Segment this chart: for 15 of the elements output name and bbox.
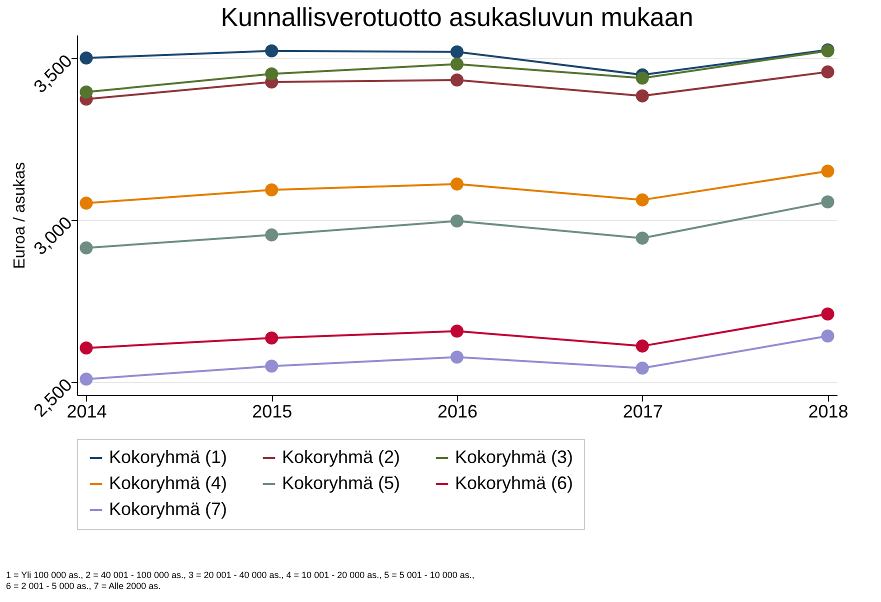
x-tick-label: 2018 [808,402,848,422]
legend-label: Kokoryhmä (6) [455,473,574,493]
text: 6 = 2 001 - 5 000 as., 7 = Alle 2000 as. [6,581,162,592]
x-tick-label: 2015 [252,402,292,422]
legend-label: Kokoryhmä (5) [282,473,400,493]
x-tick-label: 2016 [437,402,478,422]
legend-label: Kokoryhmä (3) [455,447,574,467]
legend-label: Kokoryhmä (1) [109,447,228,467]
y-axis-title: Euroa / asukas [11,162,28,269]
text: 1 = Yli 100 000 as., 2 = 40 001 - 100 000 as., 3 = 20 001 - 40 000 as., 4 = 10 001 - 20 000 as., 5 = 5 001 - 10 000 as., [6,570,474,581]
x-tick-label: 2017 [622,402,663,422]
legend-label: Kokoryhmä (2) [282,447,400,467]
legend-label: Kokoryhmä (4) [109,473,228,493]
legend-label: Kokoryhmä (7) [109,499,228,519]
chart-title: Kunnallisverotuotto asukasluvun mukaan [220,2,694,32]
